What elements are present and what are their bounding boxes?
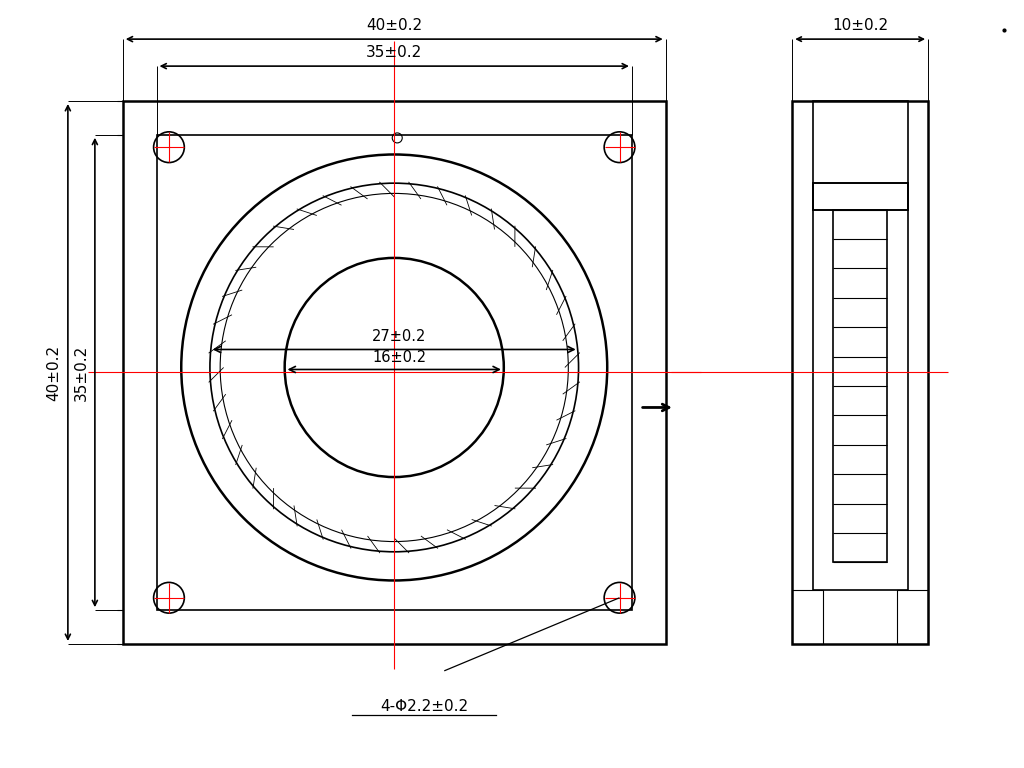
Bar xyxy=(833,210,887,562)
Text: 10±0.2: 10±0.2 xyxy=(833,18,888,33)
Bar xyxy=(813,101,907,210)
Text: 40±0.2: 40±0.2 xyxy=(46,344,61,401)
Text: 27±0.2: 27±0.2 xyxy=(372,329,426,345)
Bar xyxy=(123,101,666,644)
Text: 4-Φ2.2±0.2: 4-Φ2.2±0.2 xyxy=(380,699,468,713)
Bar xyxy=(897,590,928,644)
Bar xyxy=(813,183,907,210)
Text: 40±0.2: 40±0.2 xyxy=(367,18,422,33)
Bar xyxy=(157,135,632,610)
Text: 16±0.2: 16±0.2 xyxy=(372,350,426,366)
Text: 35±0.2: 35±0.2 xyxy=(367,45,422,60)
Text: 35±0.2: 35±0.2 xyxy=(74,344,88,401)
Bar xyxy=(793,101,928,644)
Bar xyxy=(813,183,907,590)
Bar xyxy=(793,590,823,644)
